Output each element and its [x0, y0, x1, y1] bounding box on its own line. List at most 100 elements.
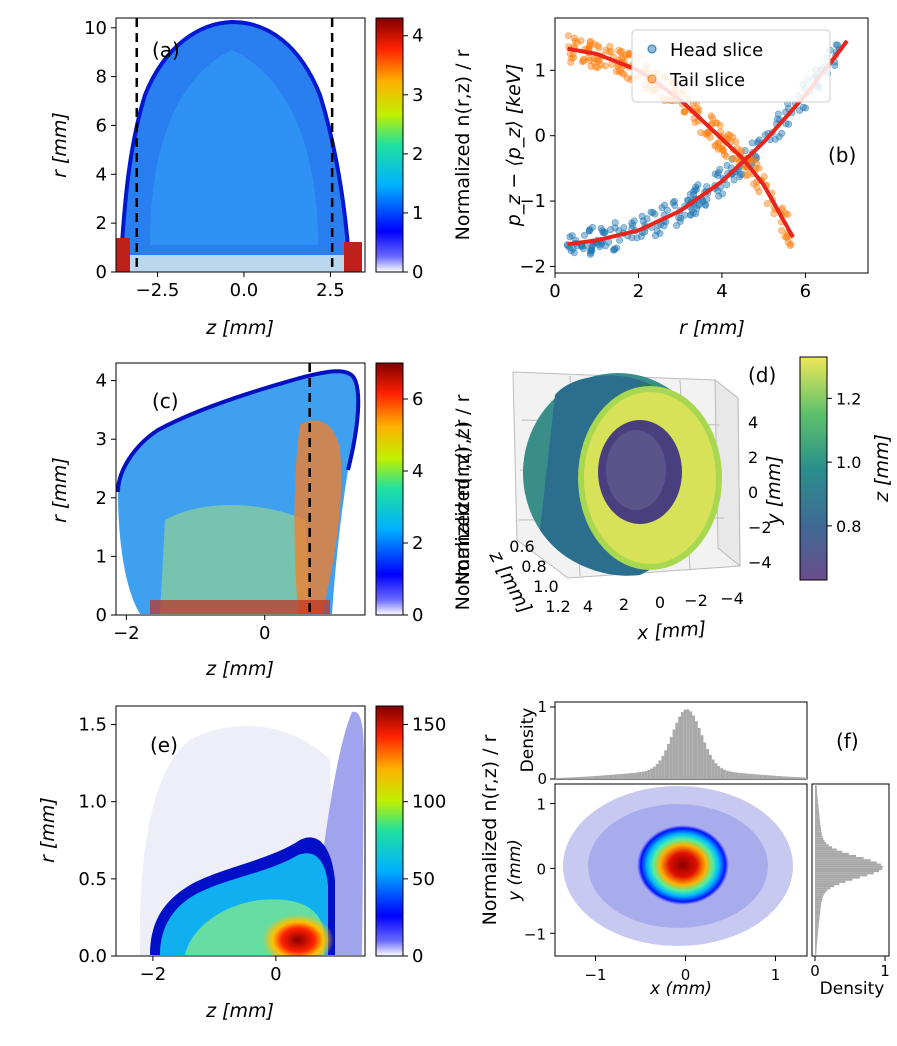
- heatmap-f-core: [637, 825, 729, 905]
- scatter-point-head: [656, 229, 664, 237]
- histogram-side-bar: [815, 921, 819, 924]
- axis-a-ytick-label-4: 8: [96, 67, 107, 88]
- scatter-point-tail: [720, 150, 728, 158]
- scatter-point-head: [755, 136, 763, 144]
- histogram-top-bar: [784, 776, 788, 779]
- scatter-point-tail: [786, 241, 794, 249]
- axis-f-x: −1 0 1: [584, 956, 780, 984]
- colorbar-e: [375, 705, 404, 957]
- histogram-side-bar: [815, 818, 820, 821]
- scatter-point-head: [663, 206, 671, 214]
- histogram-top-bar: [622, 773, 625, 779]
- colorbar-d-label: z [mm]: [871, 434, 893, 503]
- scatter-point-head: [567, 247, 575, 255]
- axis-d-xtick-label-4: −4: [720, 589, 744, 608]
- histogram-top-bar: [683, 709, 687, 779]
- cylinder-hole-inner: [606, 430, 666, 510]
- axis-d-xtick-label-3: −2: [684, 591, 708, 610]
- histogram-side-bar: [815, 859, 871, 862]
- axis-d-ytick-label-3: −2: [748, 518, 772, 537]
- scatter-point-tail: [784, 211, 792, 219]
- histogram-top-bar: [678, 716, 681, 779]
- histogram-side-bar: [815, 803, 819, 806]
- colorbar-c-tick-label-1: 2: [412, 533, 423, 554]
- panel-f-label: (f): [836, 729, 859, 753]
- axis-f-top-ytick-label-0: 0: [537, 770, 547, 788]
- histogram-side-bar: [815, 904, 821, 907]
- colorbar-a: [375, 17, 404, 273]
- histogram-top-bar: [644, 770, 648, 779]
- colorbar-a-label: Normalized n(r,z) / r: [452, 49, 474, 240]
- axis-d-xtick-label-0: 4: [583, 597, 593, 616]
- histogram-top-bar: [639, 772, 642, 779]
- histogram-side-bar: [815, 910, 821, 913]
- histogram-side-bar: [815, 816, 820, 819]
- axes-a-frame: [115, 17, 366, 273]
- axis-d-xlabel: x [mm]: [635, 618, 707, 645]
- histogram-side-bar: [815, 790, 818, 793]
- scatter-point-tail: [595, 57, 603, 65]
- scatter-point-tail: [587, 37, 595, 45]
- histogram-side-bar: [815, 837, 824, 840]
- panel-e: −2 0 0.0 0.5 1.0 1.5 (e) z [mm] r [mm] 0 50 10…: [37, 705, 501, 1022]
- scatter-point-tail: [778, 227, 786, 235]
- histogram-top-bar: [739, 772, 743, 779]
- histogram-top-bar: [619, 774, 623, 779]
- histogram-top-bar: [751, 773, 754, 779]
- scatter-point-tail: [738, 147, 746, 155]
- axis-d-vertical-ticks: 4 2 0 −2 −4: [748, 413, 772, 572]
- histogram-side-bar: [815, 895, 823, 898]
- histogram-top-bar: [591, 776, 595, 779]
- heatmap-e-hot-spot: [262, 914, 334, 956]
- histogram-side-bar: [815, 885, 835, 888]
- legend-b-label-tail: Tail slice: [669, 70, 745, 91]
- colorbar-e-tick-label-2: 100: [412, 792, 446, 813]
- scatter-point-head: [692, 186, 700, 194]
- axis-b-ytick-label-3: 1: [535, 60, 546, 81]
- histogram-side-bar: [815, 829, 822, 832]
- histogram-side-bar: [815, 889, 828, 892]
- legend-b-marker-tail: [647, 74, 657, 84]
- histogram-side-bar: [815, 842, 827, 845]
- histogram-side-bar: [815, 891, 826, 894]
- histogram-side-bar: [815, 893, 824, 896]
- scatter-point-head: [673, 221, 681, 229]
- axis-e-xtick-label-1: 0: [270, 964, 281, 985]
- scatter-point-tail: [703, 131, 711, 139]
- histogram-side-bar: [815, 919, 820, 922]
- histogram-side-bar: [815, 923, 819, 926]
- axis-b-ytick-label-2: 0: [535, 126, 546, 147]
- scatter-point-tail: [760, 173, 768, 181]
- scatter-point-tail: [755, 188, 763, 196]
- axis-d-ytick-label-1: 2: [748, 448, 758, 467]
- scatter-point-tail: [570, 34, 578, 42]
- histogram-top-bar: [588, 776, 592, 779]
- colorbar-e-label: Normalized n(r,z) / r: [479, 734, 501, 925]
- scatter-point-tail: [726, 131, 734, 139]
- axis-e-xtick-label-0: −2: [140, 964, 167, 985]
- scatter-point-tail: [763, 200, 771, 208]
- scatter-point-tail: [732, 155, 740, 163]
- histogram-top-bar: [560, 777, 564, 779]
- axis-e-ytick-label-2: 1.0: [78, 792, 107, 813]
- histogram-top-bar: [672, 729, 676, 779]
- axis-d-ztick-label-1: 0.8: [521, 557, 546, 576]
- axis-d-xtick-label-2: 0: [655, 593, 665, 612]
- scatter-point-tail: [620, 70, 628, 78]
- heatmap-a-edge: [118, 19, 352, 272]
- colorbar-e-ticks: 0 50 100 150: [403, 715, 446, 967]
- scatter-point-tail: [595, 44, 603, 52]
- histogram-side-bar: [815, 848, 837, 851]
- scatter-point-head: [620, 224, 628, 232]
- panel-d: 420−2−4 4 2 0 −2 −4 0.60.81.01.2 x [mm] z [m…: [452, 356, 893, 645]
- scatter-point-tail: [619, 53, 627, 61]
- scatter-point-head: [675, 214, 683, 222]
- histogram-top-bar: [583, 776, 586, 779]
- axis-f-ylabel: y (mm): [505, 839, 525, 902]
- histogram-top-bar: [647, 769, 651, 779]
- scatter-point-head: [610, 246, 618, 254]
- colorbar-a-tick-label-2: 2: [412, 144, 423, 165]
- histogram-top-bar: [658, 760, 662, 779]
